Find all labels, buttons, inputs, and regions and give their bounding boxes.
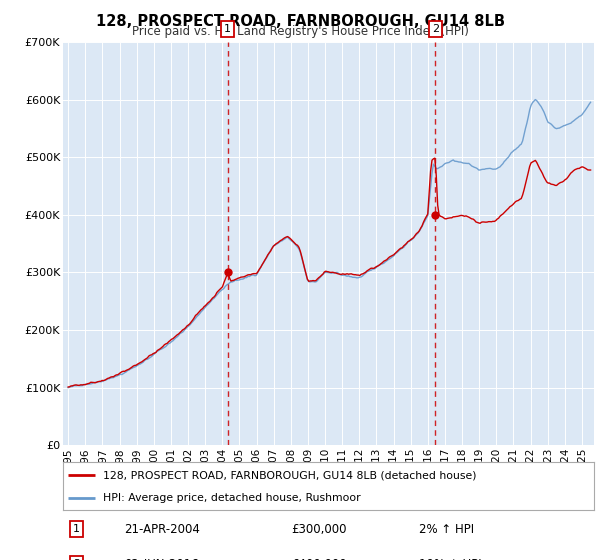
- Text: 19% ↓ HPI: 19% ↓ HPI: [419, 558, 481, 560]
- Text: 02-JUN-2016: 02-JUN-2016: [124, 558, 199, 560]
- Text: 2% ↑ HPI: 2% ↑ HPI: [419, 522, 474, 536]
- Text: £300,000: £300,000: [292, 522, 347, 536]
- Text: £400,000: £400,000: [292, 558, 347, 560]
- Text: HPI: Average price, detached house, Rushmoor: HPI: Average price, detached house, Rush…: [103, 493, 361, 503]
- Text: 2: 2: [432, 24, 439, 34]
- Text: 1: 1: [73, 524, 80, 534]
- Text: Price paid vs. HM Land Registry's House Price Index (HPI): Price paid vs. HM Land Registry's House …: [131, 25, 469, 38]
- Text: 128, PROSPECT ROAD, FARNBOROUGH, GU14 8LB (detached house): 128, PROSPECT ROAD, FARNBOROUGH, GU14 8L…: [103, 470, 476, 480]
- Text: 1: 1: [224, 24, 231, 34]
- Text: 21-APR-2004: 21-APR-2004: [124, 522, 200, 536]
- Text: 2: 2: [73, 559, 80, 560]
- Text: 128, PROSPECT ROAD, FARNBOROUGH, GU14 8LB: 128, PROSPECT ROAD, FARNBOROUGH, GU14 8L…: [95, 14, 505, 29]
